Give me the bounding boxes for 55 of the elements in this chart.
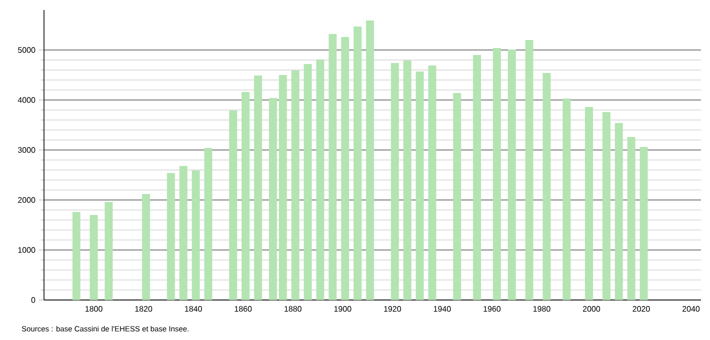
bar [90, 214, 98, 300]
bar [492, 48, 501, 300]
x-tick-label: 2040 [682, 306, 700, 312]
y-tick-label: 5000 [18, 47, 36, 53]
bar [72, 212, 80, 300]
bar [354, 26, 362, 300]
x-tick-label: 2020 [632, 306, 650, 312]
x-tick-label: 1960 [484, 306, 501, 312]
y-tick-label: 2000 [18, 197, 36, 203]
bar [602, 112, 610, 300]
x-tick-label: 1940 [434, 306, 451, 312]
bar [166, 172, 175, 300]
x-tick-label: 1880 [284, 306, 302, 312]
bar [390, 62, 399, 300]
y-tick-label: 4000 [18, 97, 36, 103]
bar [562, 98, 571, 300]
y-tick-label: 3000 [18, 147, 36, 153]
x-tick-label: 1860 [234, 306, 252, 312]
bar [104, 202, 113, 300]
bar [242, 92, 250, 300]
bar [453, 92, 462, 300]
bar [366, 20, 374, 300]
bar [614, 122, 623, 300]
bar [416, 71, 424, 300]
bar [179, 166, 188, 300]
bar [268, 98, 277, 300]
bar [542, 72, 551, 300]
bar [585, 106, 593, 300]
x-tick-label: 1900 [334, 306, 352, 312]
bar [473, 54, 481, 300]
bar [627, 136, 636, 300]
bar [508, 49, 516, 300]
bar [229, 110, 238, 300]
bar [291, 70, 300, 300]
bar [192, 170, 200, 300]
y-tick-label: 1000 [18, 247, 36, 253]
x-tick-label: 1840 [185, 306, 202, 312]
bar [525, 40, 534, 300]
bar [403, 60, 412, 300]
bar [304, 64, 312, 300]
x-tick-label: 1920 [384, 306, 401, 312]
bar [254, 75, 262, 300]
x-tick-label: 1980 [533, 306, 550, 312]
bar [428, 65, 436, 300]
x-tick-label: 1800 [86, 306, 102, 312]
x-tick-label: 2000 [583, 306, 600, 312]
bar [142, 194, 150, 300]
x-tick-label: 1820 [135, 306, 152, 312]
bar [328, 34, 337, 300]
y-tick-label: 0 [31, 297, 36, 303]
bar [278, 74, 287, 300]
bar [341, 36, 350, 300]
bar [204, 148, 212, 300]
bar [316, 59, 324, 300]
bar [640, 146, 648, 300]
